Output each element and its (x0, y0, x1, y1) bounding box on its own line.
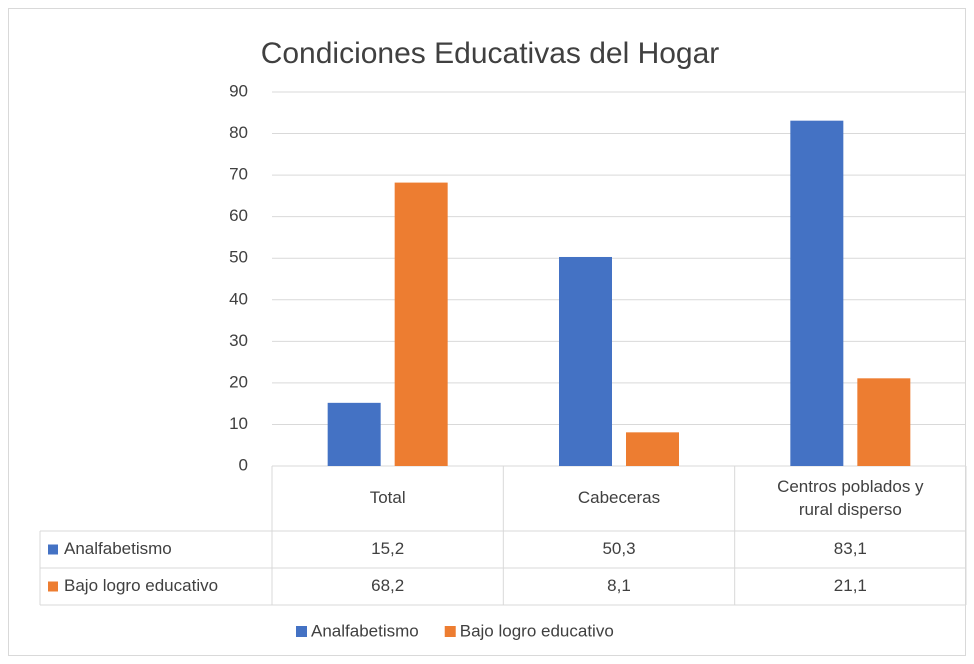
y-tick-label: 30 (229, 331, 248, 350)
y-tick-label: 40 (229, 289, 248, 308)
table-value: 8,1 (607, 576, 631, 595)
y-tick-label: 20 (229, 372, 248, 391)
y-tick-label: 0 (239, 455, 248, 474)
y-tick-label: 70 (229, 165, 248, 184)
table-value: 50,3 (602, 539, 635, 558)
y-tick-label: 60 (229, 206, 248, 225)
bar (559, 256, 612, 466)
table-value: 15,2 (371, 539, 404, 558)
table-value: 83,1 (834, 539, 867, 558)
chart-title: Condiciones Educativas del Hogar (261, 37, 720, 70)
x-tick-label: Total (369, 488, 406, 508)
legend-key (48, 581, 58, 592)
table-row-label: Analfabetismo (64, 539, 172, 558)
table-row-label: Bajo logro educativo (64, 576, 218, 595)
y-tick-label: 10 (229, 414, 248, 433)
y-tick-label: 80 (229, 123, 248, 142)
legend-label: Analfabetismo (311, 621, 419, 640)
y-tick-label: 90 (229, 81, 248, 100)
bar (857, 378, 911, 466)
legend-key (296, 626, 307, 637)
legend-key (444, 626, 456, 637)
bar (626, 432, 679, 466)
y-tick-label: 50 (229, 248, 248, 267)
bar (327, 402, 381, 466)
legend-label: Bajo logro educativo (460, 621, 614, 640)
legend-key (48, 544, 58, 555)
x-tick-label: Cabeceras (577, 488, 661, 508)
table-value: 68,2 (371, 576, 404, 595)
table-value: 21,1 (834, 576, 867, 595)
x-tick-label: Centros poblados y rural disperso (777, 476, 924, 519)
bar (394, 182, 448, 466)
bar (790, 120, 844, 466)
